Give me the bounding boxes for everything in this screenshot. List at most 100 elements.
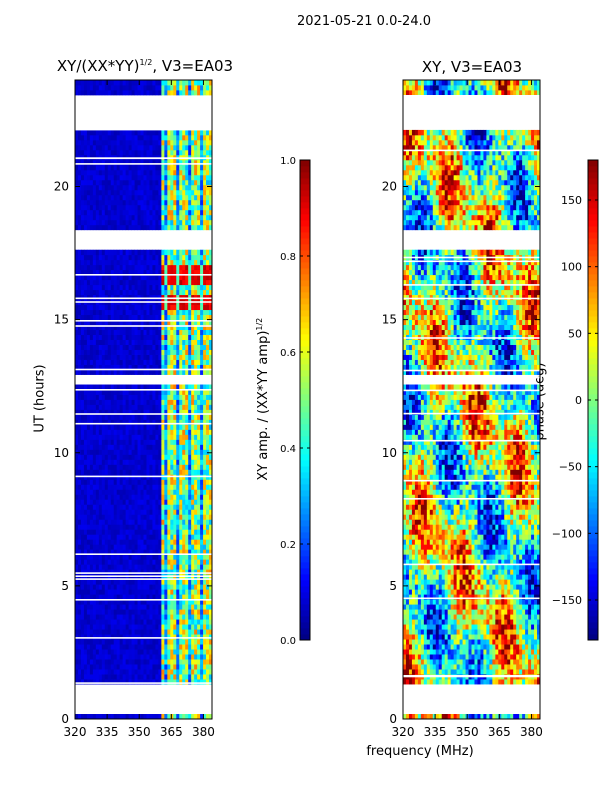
heatmap-cell [80, 364, 85, 370]
heatmap-cell [89, 469, 94, 475]
heatmap-cell [179, 349, 183, 355]
heatmap-cell [75, 249, 79, 256]
heatmap-cell [86, 159, 91, 166]
heatmap-cell [134, 664, 138, 670]
heatmap-cell [164, 169, 168, 176]
heatmap-cell [188, 369, 192, 375]
heatmap-cell [179, 204, 183, 211]
heatmap-cell [197, 89, 201, 96]
heatmap-cell [164, 394, 168, 400]
heatmap-cell [200, 354, 204, 360]
heatmap-cell [101, 609, 106, 615]
heatmap-cell [137, 314, 141, 321]
heatmap-cell [107, 424, 112, 430]
heatmap-cell [158, 659, 162, 665]
heatmap-cell [188, 654, 192, 660]
heatmap-cell [167, 259, 171, 266]
heatmap-cell [179, 134, 183, 141]
heatmap-cell [83, 549, 88, 555]
heatmap-cell [206, 584, 210, 590]
heatmap-cell [119, 394, 124, 400]
heatmap-cell [122, 224, 127, 231]
heatmap-cell [128, 654, 132, 660]
heatmap-cell [134, 144, 138, 151]
heatmap-cell [113, 679, 118, 685]
heatmap-cell [152, 529, 156, 535]
heatmap-cell [101, 509, 106, 515]
heatmap-cell [113, 369, 118, 375]
heatmap-cell [170, 394, 174, 400]
heatmap-cell [80, 659, 85, 665]
heatmap-cell [203, 529, 207, 535]
heatmap-cell [161, 434, 165, 440]
heatmap-cell [104, 344, 109, 350]
heatmap-cell [77, 174, 82, 181]
heatmap-cell [152, 654, 156, 660]
heatmap-cell [128, 384, 132, 390]
heatmap-cell [203, 514, 207, 520]
heatmap-cell [149, 714, 153, 720]
heatmap-cell [158, 449, 162, 455]
heatmap-cell [173, 384, 177, 390]
heatmap-cell [125, 489, 130, 495]
heatmap-cell [200, 259, 204, 266]
heatmap-cell [75, 609, 79, 615]
heatmap-cell [89, 279, 94, 286]
heatmap-cell [98, 164, 103, 171]
heatmap-cell [131, 659, 135, 665]
heatmap-cell [206, 404, 210, 410]
heatmap-cell [185, 89, 189, 96]
heatmap-cell [80, 609, 85, 615]
heatmap-cell [149, 499, 153, 505]
heatmap-cell [122, 499, 127, 505]
heatmap-cell [167, 624, 171, 630]
x-axis-label: frequency (MHz) [366, 744, 474, 759]
heatmap-cell [119, 259, 124, 266]
heatmap-cell [185, 319, 189, 326]
heatmap-cell [149, 309, 153, 316]
heatmap-cell [200, 599, 204, 605]
heatmap-cell [188, 669, 192, 675]
heatmap-cell [128, 194, 132, 201]
heatmap-cell [176, 654, 180, 660]
heatmap-cell [110, 634, 115, 640]
heatmap-cell [158, 674, 162, 680]
heatmap-cell [83, 419, 88, 425]
heatmap-cell [161, 604, 165, 610]
heatmap-cell [107, 439, 112, 445]
heatmap-cell [95, 189, 100, 196]
heatmap-cell [206, 624, 210, 630]
heatmap-cell [134, 199, 138, 206]
heatmap-cell [161, 659, 165, 665]
heatmap-cell [164, 509, 168, 515]
heatmap-cell [143, 429, 147, 435]
heatmap-cell [143, 434, 147, 440]
heatmap-cell [143, 539, 147, 545]
heatmap-cell [200, 419, 204, 425]
heatmap-cell [182, 264, 186, 271]
heatmap-cell [209, 429, 213, 435]
heatmap-cell [173, 519, 177, 525]
heatmap-cell [83, 629, 88, 635]
heatmap-cell [206, 589, 210, 595]
heatmap-cell [146, 254, 150, 261]
heatmap-cell [197, 184, 201, 191]
heatmap-cell [179, 499, 183, 505]
heatmap-cell [75, 349, 79, 355]
heatmap-cell [155, 129, 159, 136]
heatmap-cell [149, 464, 153, 470]
heatmap-cell [149, 284, 153, 291]
heatmap-cell [80, 399, 85, 405]
heatmap-cell [143, 394, 147, 400]
heatmap-cell [161, 269, 165, 276]
heatmap-cell [137, 664, 141, 670]
heatmap-cell [164, 589, 168, 595]
heatmap-cell [170, 569, 174, 575]
heatmap-cell [98, 484, 103, 490]
heatmap-cell [206, 509, 210, 515]
heatmap-cell [173, 579, 177, 585]
heatmap-cell [104, 439, 109, 445]
heatmap-cell [203, 439, 207, 445]
heatmap-cell [137, 519, 141, 525]
heatmap-cell [191, 259, 195, 266]
